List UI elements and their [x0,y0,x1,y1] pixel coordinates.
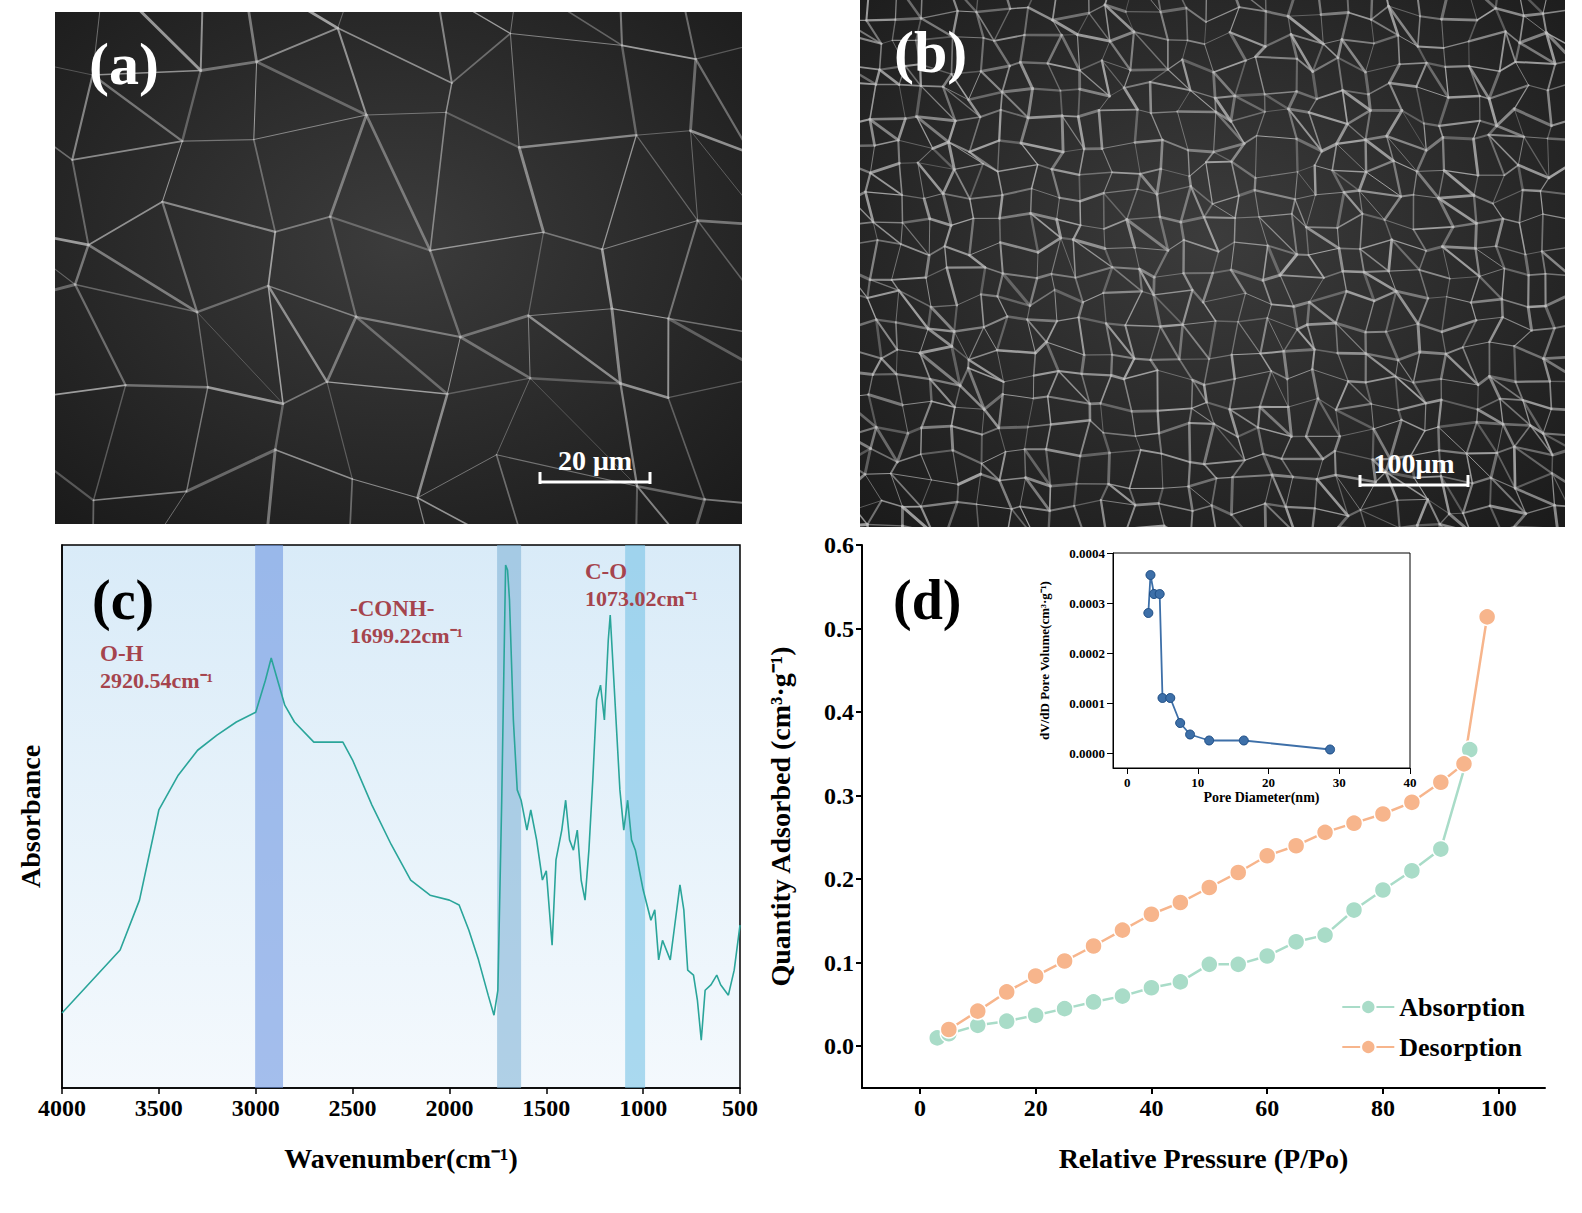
svg-text:0.0: 0.0 [824,1033,854,1059]
svg-text:3500: 3500 [135,1095,183,1121]
svg-text:3000: 3000 [232,1095,280,1121]
svg-text:0.2: 0.2 [824,866,854,892]
svg-text:4000: 4000 [38,1095,86,1121]
svg-text:0.0003: 0.0003 [1069,596,1105,611]
svg-text:0.5: 0.5 [824,616,854,642]
svg-text:0.0002: 0.0002 [1069,646,1105,661]
svg-text:0.4: 0.4 [824,699,854,725]
svg-text:10: 10 [1191,775,1204,790]
svg-text:Pore Diameter(nm): Pore Diameter(nm) [1204,790,1320,806]
svg-text:0.0001: 0.0001 [1069,696,1105,711]
svg-text:Absorbance: Absorbance [15,745,46,888]
svg-text:(d): (d) [893,569,961,632]
svg-text:(a): (a) [89,31,159,97]
svg-text:500: 500 [722,1095,758,1121]
svg-text:C-O: C-O [585,559,627,584]
svg-text:0.0000: 0.0000 [1069,746,1105,761]
svg-text:60: 60 [1255,1095,1279,1121]
svg-text:0: 0 [1124,775,1131,790]
svg-text:2000: 2000 [425,1095,473,1121]
svg-text:30: 30 [1333,775,1346,790]
svg-text:Desorption: Desorption [1399,1033,1522,1062]
svg-text:1500: 1500 [522,1095,570,1121]
svg-text:20: 20 [1262,775,1275,790]
svg-text:0.3: 0.3 [824,783,854,809]
svg-text:O-H: O-H [100,641,144,666]
svg-text:-CONH-: -CONH- [350,596,434,621]
svg-text:2920.54cm⁻¹: 2920.54cm⁻¹ [100,668,213,693]
svg-text:1073.02cm⁻¹: 1073.02cm⁻¹ [585,586,698,611]
svg-text:Wavenumber(cm⁻¹): Wavenumber(cm⁻¹) [284,1143,518,1174]
svg-text:Relative Pressure (P/Po): Relative Pressure (P/Po) [1059,1143,1349,1174]
svg-text:20: 20 [1024,1095,1048,1121]
svg-text:1000: 1000 [619,1095,667,1121]
svg-text:80: 80 [1371,1095,1395,1121]
svg-text:(b): (b) [894,19,967,85]
svg-text:Quantity Adsorbed (cm³·g⁻¹): Quantity Adsorbed (cm³·g⁻¹) [765,646,796,986]
svg-text:40: 40 [1139,1095,1163,1121]
svg-text:100μm: 100μm [1373,448,1454,479]
svg-text:0.0004: 0.0004 [1069,546,1105,561]
svg-text:0.1: 0.1 [824,950,854,976]
svg-text:100: 100 [1481,1095,1517,1121]
svg-text:40: 40 [1404,775,1417,790]
svg-text:(c): (c) [92,569,154,632]
svg-text:20 μm: 20 μm [558,445,632,476]
svg-text:Absorption: Absorption [1399,993,1525,1022]
svg-text:1699.22cm⁻¹: 1699.22cm⁻¹ [350,623,463,648]
svg-text:2500: 2500 [329,1095,377,1121]
svg-text:0: 0 [914,1095,926,1121]
svg-text:0.6: 0.6 [824,532,854,558]
svg-text:dV/dD Pore Volume(cm³·g⁻¹): dV/dD Pore Volume(cm³·g⁻¹) [1037,581,1052,740]
